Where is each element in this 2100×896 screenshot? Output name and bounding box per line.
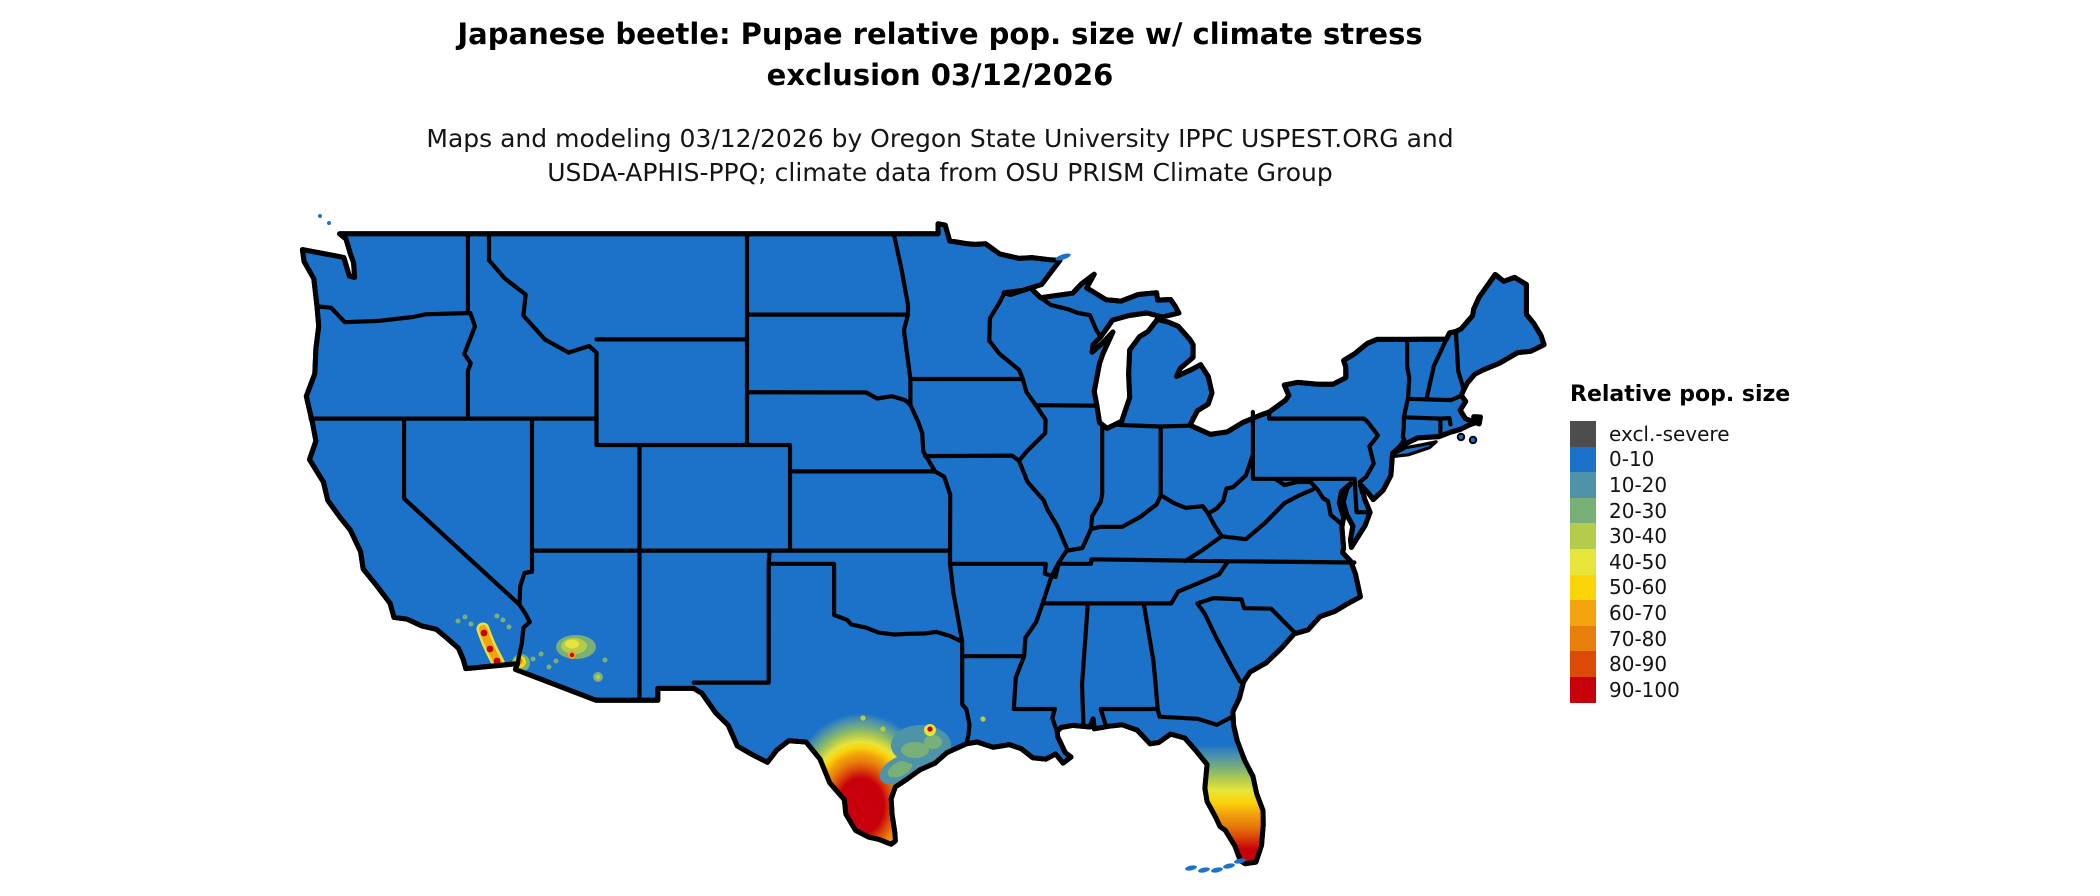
long-island	[1391, 440, 1438, 458]
legend-item: 80-90	[1570, 651, 1790, 677]
massachusetts-island	[1468, 435, 1478, 445]
map-subtitle-line2: USDA-APHIS-PPQ; climate data from OSU PR…	[547, 158, 1333, 187]
legend-swatch	[1570, 651, 1596, 677]
legend-rows: excl.-severe 0-10 10-20 20-30 30-40 40-50 50-6…	[1570, 421, 1790, 703]
legend-swatch	[1570, 625, 1596, 652]
legend-swatch	[1570, 497, 1596, 524]
map-title-line1: Japanese beetle: Pupae relative pop. siz…	[457, 17, 1423, 51]
florida-keys	[1234, 858, 1246, 864]
legend-swatch	[1570, 421, 1596, 447]
legend-swatch	[1570, 600, 1596, 626]
legend-swatch	[1570, 472, 1596, 498]
hotspot-imperial-valley	[476, 622, 507, 674]
legend-label: 50-60	[1609, 575, 1668, 600]
san-juan-island	[318, 214, 322, 218]
massachusetts-island	[1456, 432, 1466, 442]
florida-keys	[1223, 863, 1235, 869]
florida-keys	[1198, 867, 1210, 873]
legend-item: 90-100	[1570, 676, 1790, 703]
state-borders	[308, 231, 1467, 746]
legend-label: 40-50	[1609, 549, 1668, 574]
legend-label: 70-80	[1609, 626, 1668, 651]
hotspot-houston	[891, 724, 951, 765]
legend-item: 50-60	[1570, 574, 1790, 601]
hotspot-phoenix	[556, 635, 596, 659]
legend-item: 20-30	[1570, 497, 1790, 524]
legend-label: 0-10	[1609, 447, 1655, 472]
map-title: Japanese beetle: Pupae relative pop. siz…	[340, 14, 1540, 96]
legend-label: 80-90	[1609, 652, 1668, 677]
florida-keys	[1185, 865, 1197, 871]
legend-item: 0-10	[1570, 446, 1790, 473]
legend-swatch	[1570, 676, 1596, 703]
legend-label: 60-70	[1609, 600, 1668, 625]
legend-label: 90-100	[1609, 677, 1680, 702]
legend-label: excl.-severe	[1609, 421, 1730, 446]
map-subtitle: Maps and modeling 03/12/2026 by Oregon S…	[340, 122, 1540, 190]
legend-label: 30-40	[1609, 524, 1668, 549]
legend-item: excl.-severe	[1570, 421, 1790, 447]
legend-item: 70-80	[1570, 625, 1790, 652]
legend-swatch	[1570, 523, 1596, 549]
legend-item: 10-20	[1570, 472, 1790, 498]
isle-royale	[1055, 253, 1071, 261]
legend-swatch	[1570, 446, 1596, 473]
map-title-line2: exclusion 03/12/2026	[766, 58, 1114, 92]
map-subtitle-line1: Maps and modeling 03/12/2026 by Oregon S…	[426, 124, 1454, 153]
legend-item: 30-40	[1570, 523, 1790, 549]
legend-label: 10-20	[1609, 472, 1668, 497]
us-outline	[299, 221, 1547, 867]
legend-item: 40-50	[1570, 548, 1790, 575]
legend: Relative pop. size excl.-severe 0-10 10-20…	[1570, 382, 1790, 703]
legend-label: 20-30	[1609, 498, 1668, 523]
legend-swatch	[1570, 548, 1596, 575]
san-juan-island	[327, 221, 331, 225]
legend-item: 60-70	[1570, 600, 1790, 626]
legend-swatch	[1570, 574, 1596, 601]
florida-keys	[1211, 867, 1223, 873]
legend-title: Relative pop. size	[1570, 382, 1791, 407]
